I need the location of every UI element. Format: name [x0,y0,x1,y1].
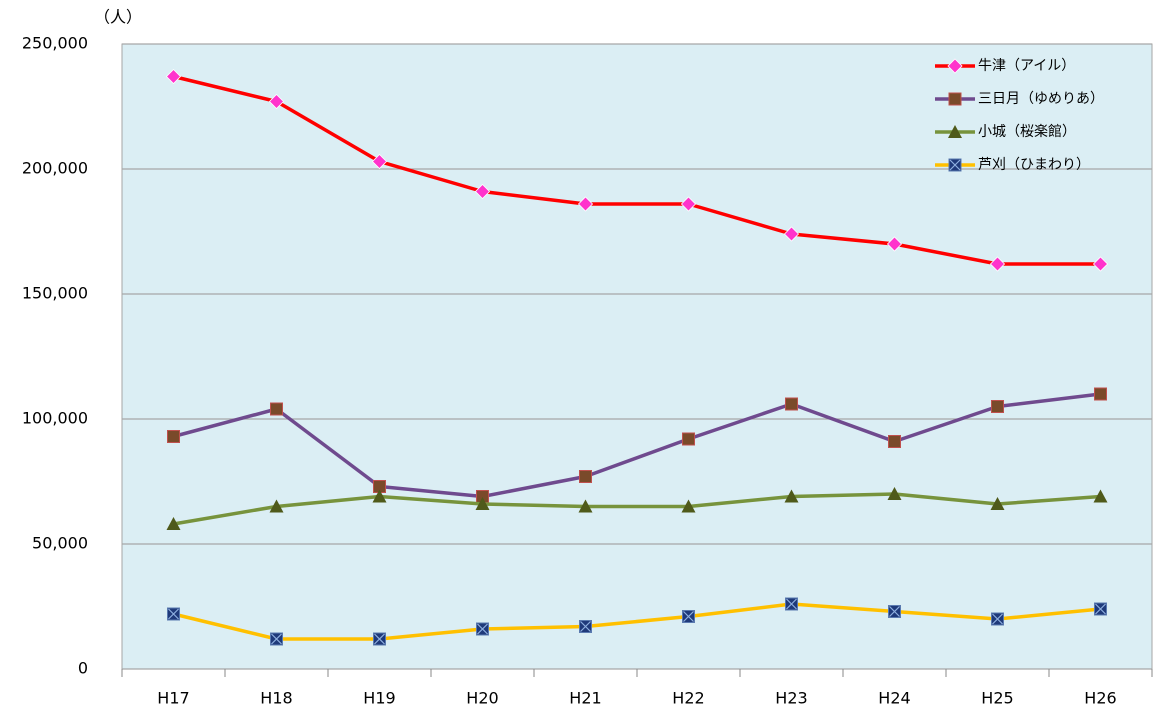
marker [948,125,962,138]
series-line [173,492,1101,526]
marker-x [374,633,385,645]
x-tick-label: H21 [569,689,601,708]
marker [166,517,181,530]
marker-x [949,159,961,171]
legend-label: 芦刈（ひまわり） [978,157,1090,173]
marker [886,236,903,252]
y-tick-label: 0 [78,659,88,678]
marker [947,58,963,74]
marker [783,226,800,242]
marker [989,256,1006,272]
marker [680,196,697,212]
x-tick-label: H19 [363,689,395,708]
x-tick-label: H26 [1084,689,1116,708]
legend-label: 小城（桜楽館） [978,123,1076,140]
series-line [173,392,1101,499]
marker [681,499,696,513]
marker-x [889,606,900,617]
marker [268,93,285,110]
marker [475,497,490,510]
marker [269,499,284,513]
x-tick-label: H18 [260,689,292,708]
y-tick-label: 200,000 [22,159,88,178]
marker [371,153,388,170]
y-tick-label: 150,000 [22,284,88,303]
marker [577,196,594,212]
marker [888,435,901,448]
marker-x [683,611,694,622]
marker-x [1095,603,1106,615]
marker [476,622,489,636]
x-tick-label: H24 [878,689,910,708]
marker [474,183,491,200]
marker [888,605,901,618]
marker [165,68,182,85]
marker [785,597,798,611]
marker [991,612,1004,626]
x-tick-label: H23 [775,689,807,708]
marker-x [168,608,179,620]
marker [270,402,283,416]
marker [373,632,386,646]
marker [579,470,592,483]
marker [785,397,798,411]
y-tick-label: 250,000 [22,34,88,53]
marker-x [477,623,488,635]
marker [1094,602,1107,616]
x-tick-label: H22 [672,689,704,708]
marker [991,400,1004,413]
marker [948,158,962,172]
series-line [173,74,1101,266]
y-unit: （人） [94,8,142,27]
y-tick-label: 50,000 [32,534,88,553]
marker [1092,256,1109,272]
series-line [173,602,1101,641]
plot-area [121,43,1153,670]
x-tick-label: H17 [157,689,189,708]
marker [578,499,593,513]
x-tick-label: H20 [466,689,498,708]
marker [1094,387,1107,401]
marker-x [580,621,591,632]
marker-x [786,598,797,610]
marker-x [992,613,1003,625]
marker [784,489,799,503]
marker [948,92,962,106]
x-tick-label: H25 [981,689,1013,708]
marker [990,497,1005,510]
marker [682,610,695,623]
marker [1093,489,1108,503]
marker [372,489,387,503]
marker [167,607,180,621]
marker [682,432,695,446]
marker [887,487,902,500]
marker [579,620,592,633]
legend-label: 三日月（ゆめりあ） [978,91,1104,107]
legend-label: 牛津（アイル） [978,58,1075,74]
marker [167,430,180,443]
marker-x [271,633,282,645]
y-tick-label: 100,000 [22,409,88,428]
marker [270,632,283,646]
